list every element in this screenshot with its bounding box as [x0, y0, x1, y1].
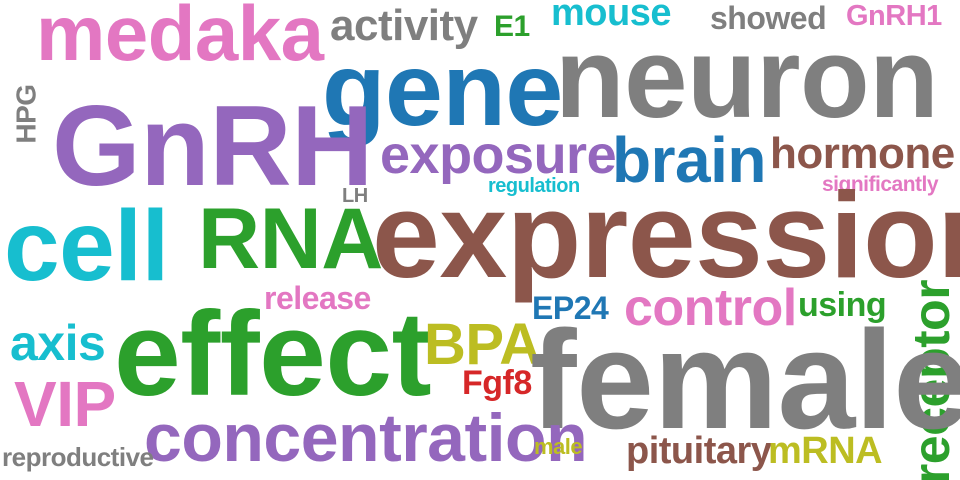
word-regulation: regulation	[488, 175, 580, 197]
word-effect: effect	[114, 287, 432, 421]
word-ep24: EP24	[532, 290, 609, 326]
word-exposure: exposure	[380, 125, 617, 185]
word-reproductive: reproductive	[2, 442, 154, 472]
word-showed: showed	[710, 0, 827, 36]
word-activity: activity	[330, 1, 478, 50]
word-gnrh1: GnRH1	[846, 0, 942, 32]
word-control: control	[624, 279, 797, 337]
word-hpg: HPG	[10, 84, 42, 144]
word-expression: expression	[372, 167, 960, 303]
word-significantly: significantly	[822, 173, 939, 196]
word-bpa: BPA	[424, 312, 541, 377]
word-male: male	[534, 434, 583, 459]
word-brain: brain	[612, 124, 766, 196]
word-hormone: hormone	[770, 129, 955, 178]
word-fgf8: Fgf8	[462, 364, 532, 402]
word-using: using	[798, 286, 887, 324]
word-gene: gene	[322, 32, 563, 148]
word-e1: E1	[494, 10, 530, 43]
word-vip: VIP	[14, 368, 116, 440]
word-gnrh: GnRH	[52, 83, 373, 210]
word-cell: cell	[4, 190, 169, 302]
word-medaka: medaka	[36, 0, 324, 77]
word-lh: LH	[342, 185, 368, 207]
word-pituitary: pituitary	[626, 430, 772, 472]
word-axis: axis	[10, 315, 106, 371]
word-female: female	[530, 301, 960, 458]
word-concentration: concentration	[144, 400, 588, 476]
word-mrna: mRNA	[768, 430, 883, 472]
word-rna: RNA	[198, 191, 383, 287]
word-mouse: mouse	[551, 0, 671, 34]
word-neuron: neuron	[555, 15, 939, 142]
word-release: release	[264, 280, 371, 316]
